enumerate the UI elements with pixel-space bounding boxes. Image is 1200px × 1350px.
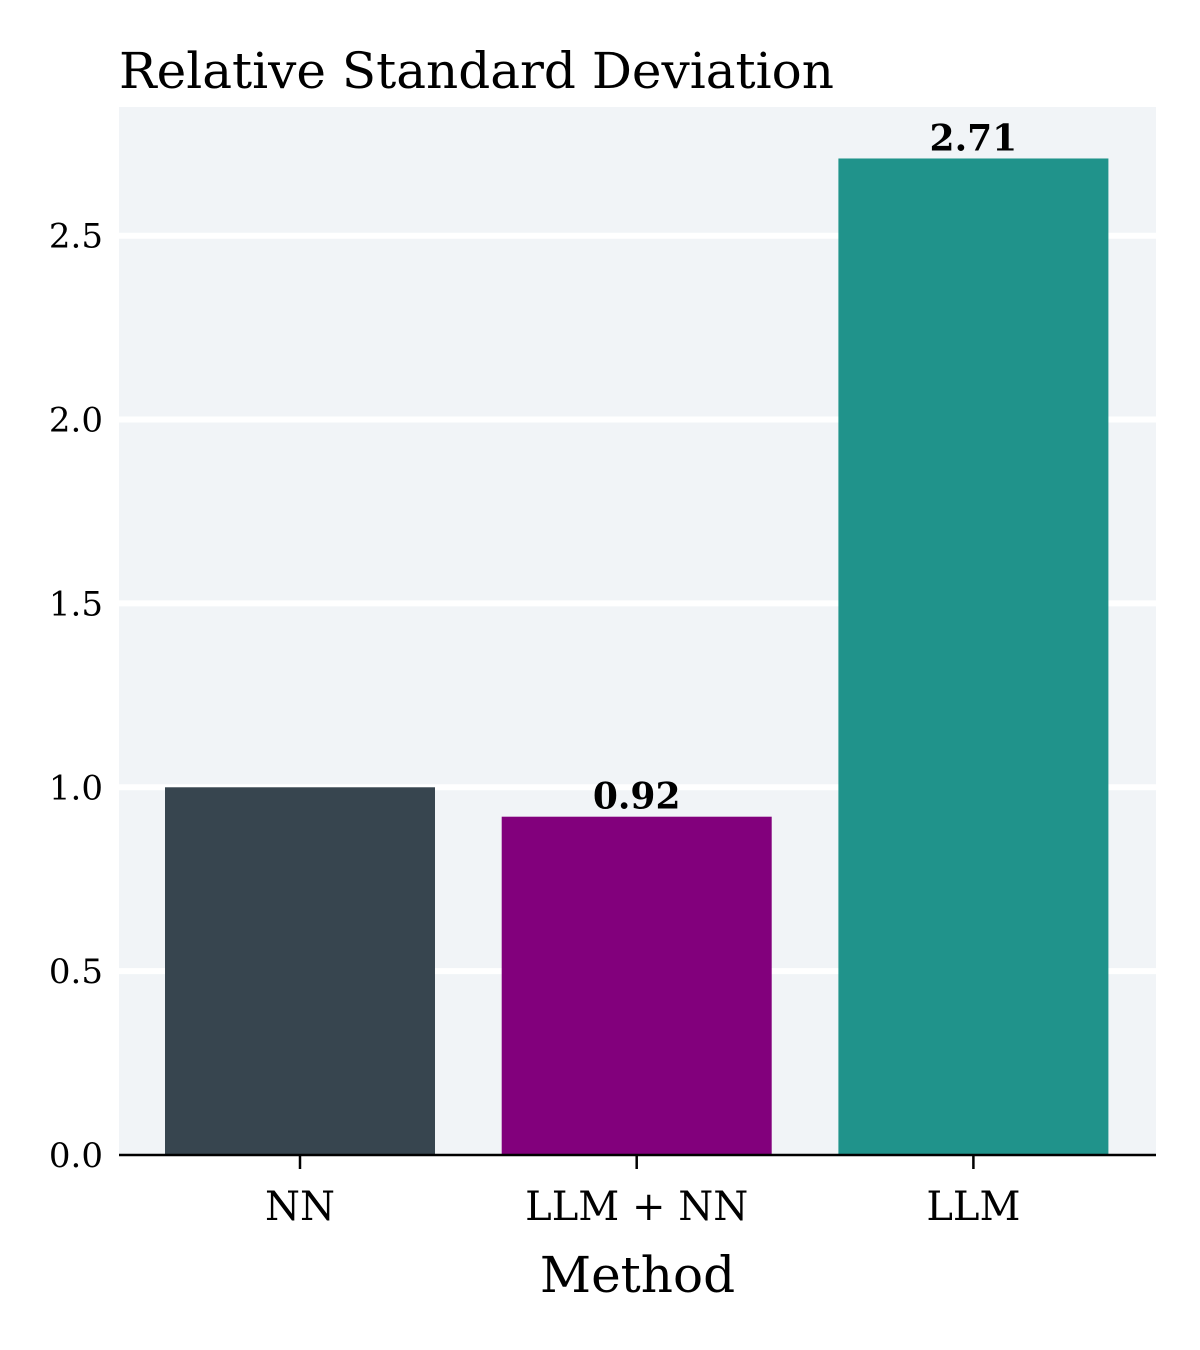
x-axis-label: Method [540,1246,735,1304]
x-tick-label: LLM [926,1184,1020,1230]
x-tick-label: NN [265,1184,335,1230]
y-tick-label: 2.5 [49,217,103,257]
y-tick-label: 1.5 [49,584,103,624]
y-tick-label: 0.0 [49,1136,103,1176]
bars [165,158,1109,1155]
x-axis-ticks: NN LLM + NN LLM [265,1155,1020,1230]
bar-llm-nn [501,816,772,1155]
bar-llm [838,158,1109,1155]
y-tick-label: 1.0 [49,768,103,808]
chart-title: Relative Standard Deviation [119,42,834,100]
value-label: 2.71 [930,117,1018,159]
y-tick-label: 2.0 [49,401,103,441]
value-labels: 0.92 2.71 [593,117,1017,817]
y-tick-label: 0.5 [49,952,103,992]
x-tick-label: LLM + NN [525,1184,748,1230]
y-axis-ticks: 0.0 0.5 1.0 1.5 2.0 2.5 [49,217,103,1176]
value-label: 0.92 [593,776,681,818]
bar-nn [165,787,435,1155]
